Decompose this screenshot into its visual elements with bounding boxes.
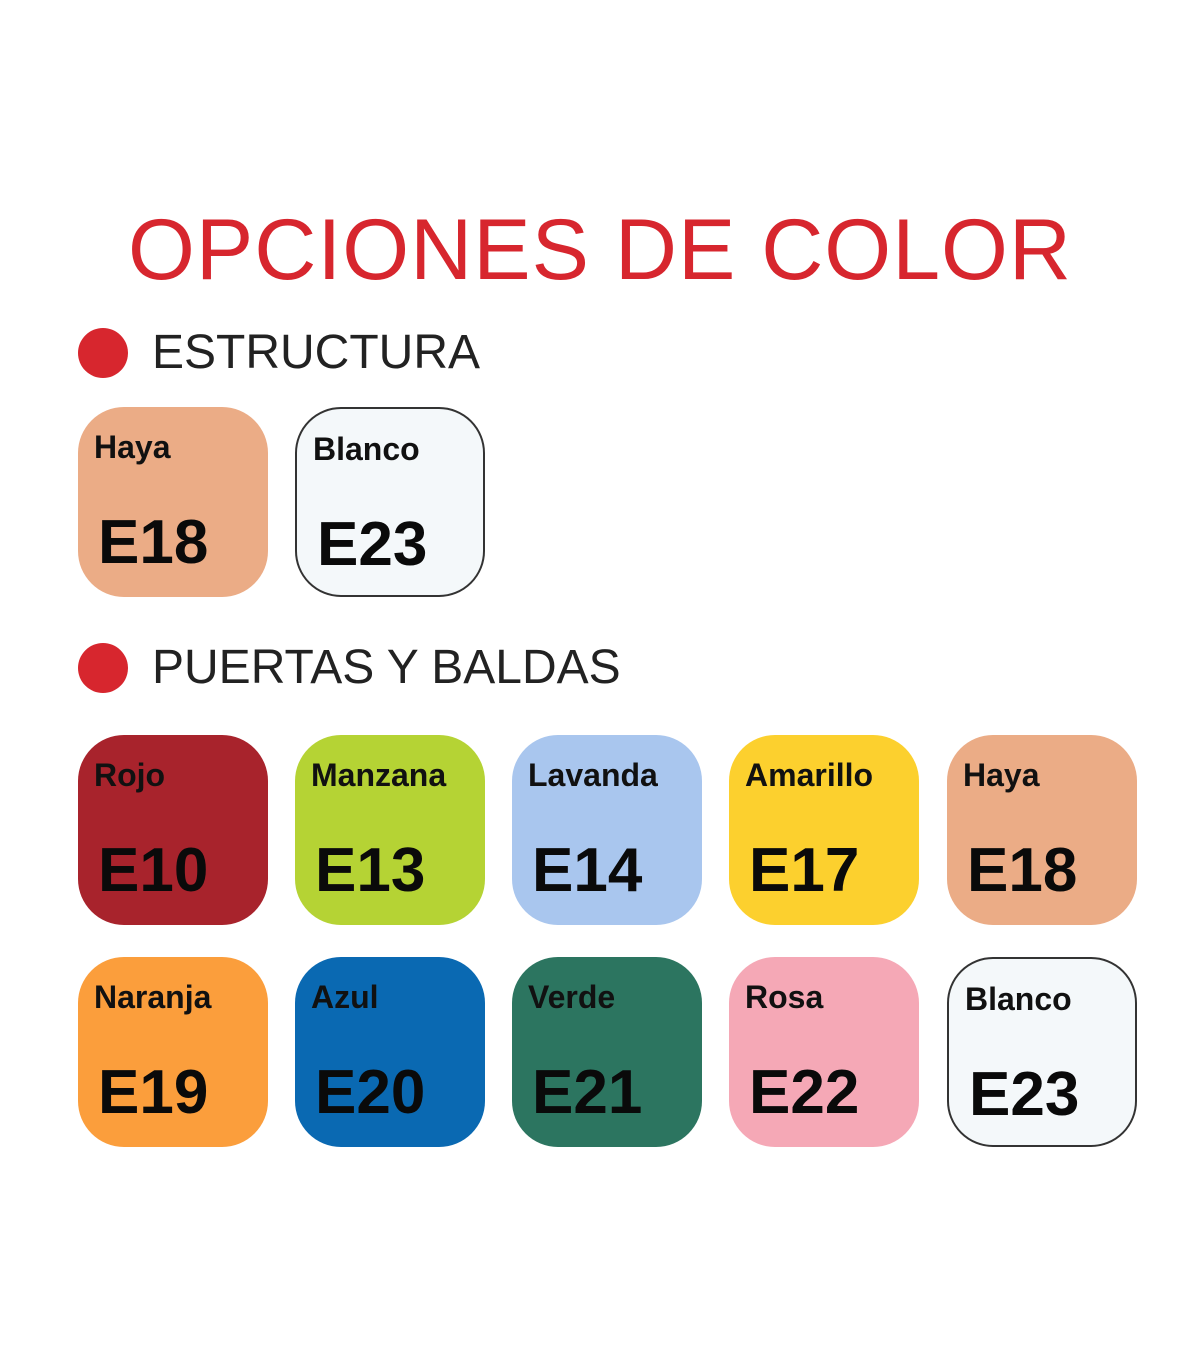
color-swatch-e17: Amarillo E17 [729, 735, 919, 925]
swatch-name: Manzana [311, 757, 447, 793]
swatch-code: E23 [969, 1060, 1080, 1129]
section-label: ESTRUCTURA [152, 326, 481, 379]
section-label: PUERTAS Y BALDAS [152, 641, 621, 694]
bullet-dot-icon [78, 642, 128, 693]
swatch-name: Lavanda [528, 757, 658, 793]
swatch-code: E18 [98, 508, 209, 577]
swatch-code: E17 [749, 836, 860, 905]
section-estructura: ESTRUCTURA [78, 325, 480, 380]
swatch-name: Verde [528, 979, 616, 1015]
swatch-code: E22 [749, 1058, 860, 1127]
bullet-dot-icon [78, 327, 128, 378]
swatch-code: E21 [532, 1058, 643, 1127]
swatch-name: Haya [963, 757, 1040, 793]
swatch-code: E20 [315, 1058, 426, 1127]
color-swatch-e23: Blanco E23 [295, 407, 485, 597]
color-swatch-e14: Lavanda E14 [512, 735, 702, 925]
swatch-code: E14 [532, 836, 643, 905]
color-swatch-e21: Verde E21 [512, 957, 702, 1147]
color-swatch-e20: Azul E20 [295, 957, 485, 1147]
swatch-name: Blanco [313, 431, 420, 467]
section-puertas-y-baldas: PUERTAS Y BALDAS [78, 640, 621, 695]
swatch-code: E23 [317, 510, 428, 579]
swatch-name: Amarillo [745, 757, 874, 793]
swatch-code: E18 [967, 836, 1078, 905]
swatch-name: Haya [94, 429, 171, 465]
swatch-name: Azul [311, 979, 379, 1015]
swatch-code: E19 [98, 1058, 209, 1127]
color-swatch-e13: Manzana E13 [295, 735, 485, 925]
swatch-name: Naranja [94, 979, 212, 1015]
swatch-name: Rojo [94, 757, 166, 793]
color-swatch-e22: Rosa E22 [729, 957, 919, 1147]
color-swatch-e19: Naranja E19 [78, 957, 268, 1147]
color-swatch-e23: Blanco E23 [947, 957, 1137, 1147]
page-title: OPCIONES DE COLOR [127, 202, 1073, 298]
swatch-name: Blanco [965, 981, 1072, 1017]
color-swatch-e18: Haya E18 [78, 407, 268, 597]
swatch-code: E13 [315, 836, 426, 905]
swatch-name: Rosa [745, 979, 824, 1015]
swatch-code: E10 [98, 836, 209, 905]
color-swatch-e18: Haya E18 [947, 735, 1137, 925]
color-swatch-e10: Rojo E10 [78, 735, 268, 925]
